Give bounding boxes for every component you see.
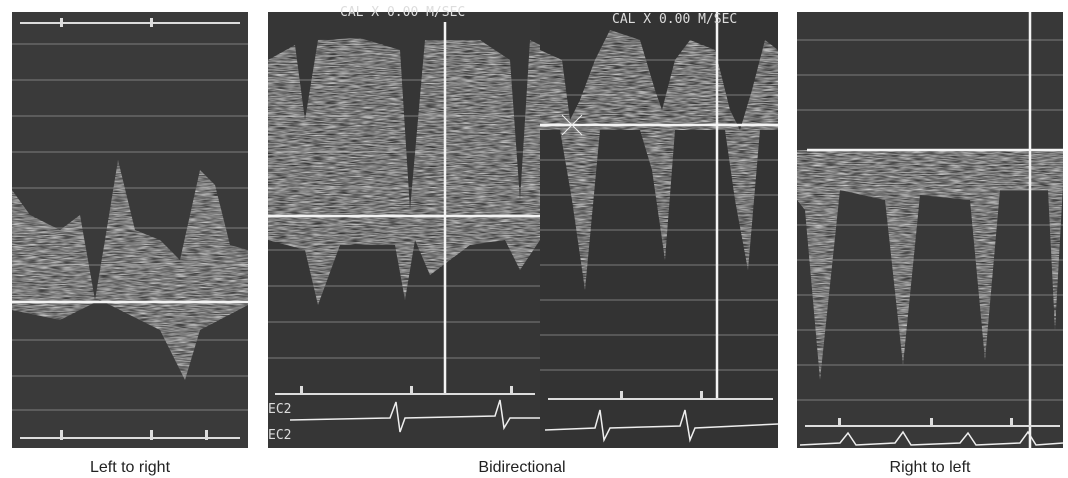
panel-bidirectional-a: EC2 EC2 CAL X 0.00 M/SEC <box>268 5 540 448</box>
cal-label: CAL X 0.00 M/SEC <box>612 12 737 27</box>
ecg-label: EC2 <box>268 402 291 417</box>
panel-right-to-left <box>797 12 1064 448</box>
panel-bidirectional-b: CAL X 0.00 M/SEC <box>540 12 779 448</box>
ecg-label: EC2 <box>268 428 291 443</box>
caption: Right to left <box>890 459 971 476</box>
panel-left-to-right <box>12 12 248 448</box>
cal-label: CAL X 0.00 M/SEC <box>340 5 465 20</box>
caption: Left to right <box>90 459 171 476</box>
caption: Bidirectional <box>478 459 565 476</box>
